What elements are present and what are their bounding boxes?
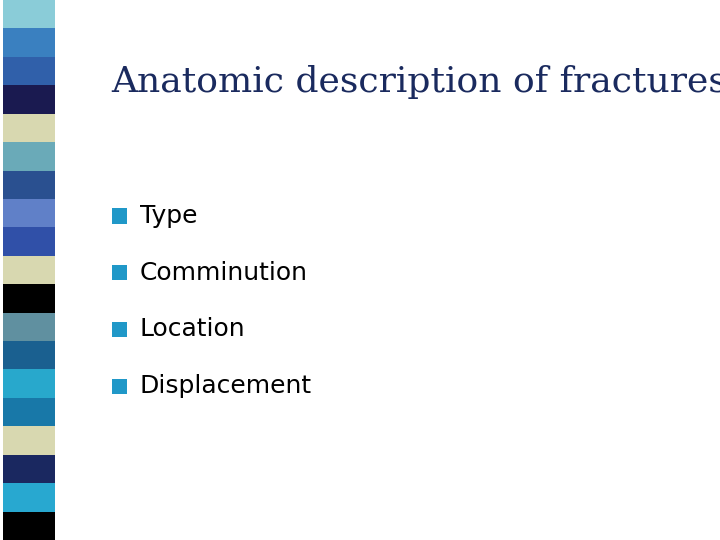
Bar <box>3 313 55 341</box>
Bar <box>3 284 55 313</box>
Text: Type: Type <box>140 204 197 228</box>
Text: Location: Location <box>140 318 246 341</box>
Bar <box>3 29 55 57</box>
Bar <box>3 0 55 29</box>
Bar <box>3 85 55 114</box>
Bar <box>3 142 55 171</box>
Bar <box>3 256 55 284</box>
Bar <box>3 114 55 142</box>
Bar <box>3 369 55 398</box>
Text: Anatomic description of fractures: Anatomic description of fractures <box>112 65 720 99</box>
Bar <box>3 426 55 455</box>
Text: Displacement: Displacement <box>140 374 312 398</box>
Bar <box>3 483 55 511</box>
Bar <box>3 341 55 369</box>
Bar <box>112 265 127 280</box>
Bar <box>112 322 127 337</box>
Bar <box>112 208 127 224</box>
Bar <box>3 398 55 426</box>
Bar <box>3 511 55 540</box>
Bar <box>3 57 55 85</box>
Bar <box>112 379 127 394</box>
Bar <box>3 171 55 199</box>
Bar <box>3 455 55 483</box>
Bar <box>3 199 55 227</box>
Bar <box>3 227 55 256</box>
Text: Comminution: Comminution <box>140 261 307 285</box>
